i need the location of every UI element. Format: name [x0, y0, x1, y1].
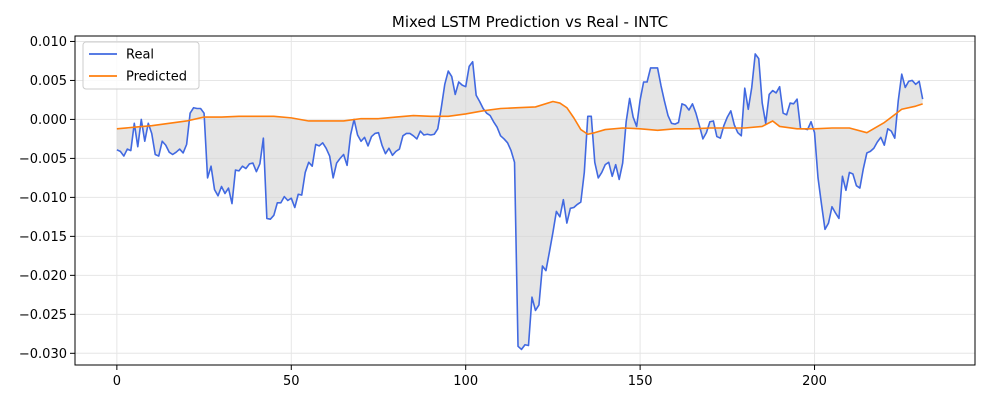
y-tick-label: 0.010	[30, 35, 67, 50]
y-tick-label: 0.000	[30, 113, 67, 128]
y-tick-label: −0.015	[19, 230, 67, 245]
axis-ticks: 0 50 100 150 200 0.010 0.005 0.000 −0.005 −0.010 −…	[19, 35, 827, 389]
fill-between-area	[116, 53, 923, 350]
legend-label: Real	[126, 48, 154, 63]
x-tick-label: 150	[628, 374, 653, 389]
fill-area	[116, 53, 923, 350]
axes-frame	[74, 35, 976, 366]
x-tick-label: 200	[802, 374, 827, 389]
y-tick-label: −0.020	[19, 269, 67, 284]
y-tick-label: −0.005	[19, 152, 67, 167]
x-tick-label: 50	[283, 374, 300, 389]
legend: Real Predicted	[82, 41, 200, 90]
series-line-predicted	[116, 100, 923, 136]
x-tick-label: 100	[453, 374, 478, 389]
y-tick-label: −0.010	[19, 191, 67, 206]
x-tick-label: 0	[113, 374, 121, 389]
y-tick-label: −0.030	[19, 347, 67, 362]
series-lines	[116, 53, 924, 351]
y-tick-label: −0.025	[19, 308, 67, 323]
chart-title: Mixed LSTM Prediction vs Real - INTC	[392, 13, 668, 31]
y-tick-label: 0.005	[30, 74, 67, 89]
legend-label: Predicted	[126, 70, 187, 85]
series-line-real	[116, 53, 924, 351]
